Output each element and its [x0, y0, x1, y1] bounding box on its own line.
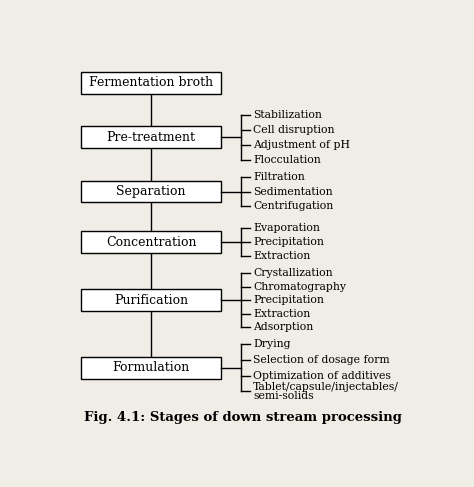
Text: Extraction: Extraction — [253, 251, 310, 262]
Text: Extraction: Extraction — [253, 309, 310, 319]
Text: Tablet/capsule/injectables/: Tablet/capsule/injectables/ — [253, 382, 399, 392]
Text: Drying: Drying — [253, 339, 291, 349]
Text: Centrifugation: Centrifugation — [253, 201, 334, 211]
FancyBboxPatch shape — [82, 289, 221, 311]
Text: Flocculation: Flocculation — [253, 155, 321, 165]
Text: Stabilization: Stabilization — [253, 110, 322, 120]
Text: Precipitation: Precipitation — [253, 295, 324, 305]
Text: Adsorption: Adsorption — [253, 322, 313, 332]
FancyBboxPatch shape — [82, 126, 221, 148]
Text: Purification: Purification — [114, 294, 188, 307]
Text: Precipitation: Precipitation — [253, 237, 324, 247]
Text: Filtration: Filtration — [253, 172, 305, 182]
Text: Pre-treatment: Pre-treatment — [107, 131, 196, 144]
Text: semi-solids: semi-solids — [253, 391, 314, 401]
Text: Chromatography: Chromatography — [253, 282, 346, 292]
Text: Adjustment of pH: Adjustment of pH — [253, 140, 350, 150]
Text: Cell disruption: Cell disruption — [253, 125, 335, 135]
FancyBboxPatch shape — [82, 231, 221, 253]
Text: Crystallization: Crystallization — [253, 268, 333, 278]
Text: Evaporation: Evaporation — [253, 223, 320, 233]
Text: Fig. 4.1: Stages of down stream processing: Fig. 4.1: Stages of down stream processi… — [84, 411, 402, 424]
FancyBboxPatch shape — [82, 181, 221, 203]
FancyBboxPatch shape — [82, 357, 221, 379]
FancyBboxPatch shape — [82, 72, 221, 94]
Text: Separation: Separation — [116, 185, 186, 198]
Text: Selection of dosage form: Selection of dosage form — [253, 355, 390, 365]
Text: Formulation: Formulation — [112, 361, 190, 375]
Text: Concentration: Concentration — [106, 236, 196, 249]
Text: Optimization of additives: Optimization of additives — [253, 371, 391, 381]
Text: Sedimentation: Sedimentation — [253, 187, 333, 197]
Text: Fermentation broth: Fermentation broth — [89, 76, 213, 89]
